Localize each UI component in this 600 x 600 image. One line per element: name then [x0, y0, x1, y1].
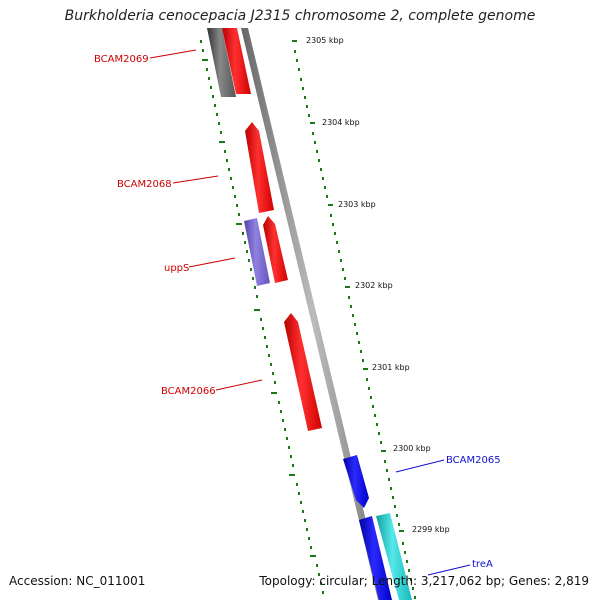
- kbp-label-2304: 2304 kbp: [322, 118, 360, 127]
- genome-info-text: Topology: circular; Length: 3,217,062 bp…: [259, 574, 589, 588]
- gene-label-upps[interactable]: uppS: [164, 263, 189, 274]
- kbp-label-2299: 2299 kbp: [412, 525, 450, 534]
- gene-label-bcam2066[interactable]: BCAM2066: [161, 386, 216, 397]
- map-title: Burkholderia cenocepacia J2315 chromosom…: [64, 8, 536, 24]
- gene-upps[interactable]: [263, 216, 288, 283]
- kbp-label-2303: 2303 kbp: [338, 200, 376, 209]
- backbone: [241, 28, 385, 600]
- gene-bcam2066[interactable]: [284, 313, 322, 431]
- gene-bcam2069[interactable]: [222, 28, 251, 94]
- gene-gray[interactable]: [207, 28, 236, 97]
- gene-label-trea[interactable]: treA: [472, 559, 493, 570]
- kbp-label-2300: 2300 kbp: [393, 444, 431, 453]
- outer-tick-track: [292, 40, 416, 599]
- accession-text: Accession: NC_011001: [9, 574, 146, 588]
- kbp-label-2301: 2301 kbp: [372, 363, 410, 372]
- gene-label-bcam2069[interactable]: BCAM2069: [94, 54, 149, 65]
- gene-bcam2065[interactable]: [343, 455, 369, 508]
- gene-bcam2068[interactable]: [245, 122, 274, 213]
- kbp-label-2305: 2305 kbp: [306, 36, 344, 45]
- gene-label-bcam2068[interactable]: BCAM2068: [117, 179, 172, 190]
- gene-label-bcam2065[interactable]: BCAM2065: [446, 455, 501, 466]
- gene-cyan[interactable]: [376, 513, 412, 600]
- kbp-label-2302: 2302 kbp: [355, 281, 393, 290]
- gene-trea[interactable]: [359, 516, 392, 600]
- gene-purple[interactable]: [244, 218, 270, 286]
- inner-tick-track: [200, 40, 324, 594]
- gene-leader-lines: [149, 49, 471, 576]
